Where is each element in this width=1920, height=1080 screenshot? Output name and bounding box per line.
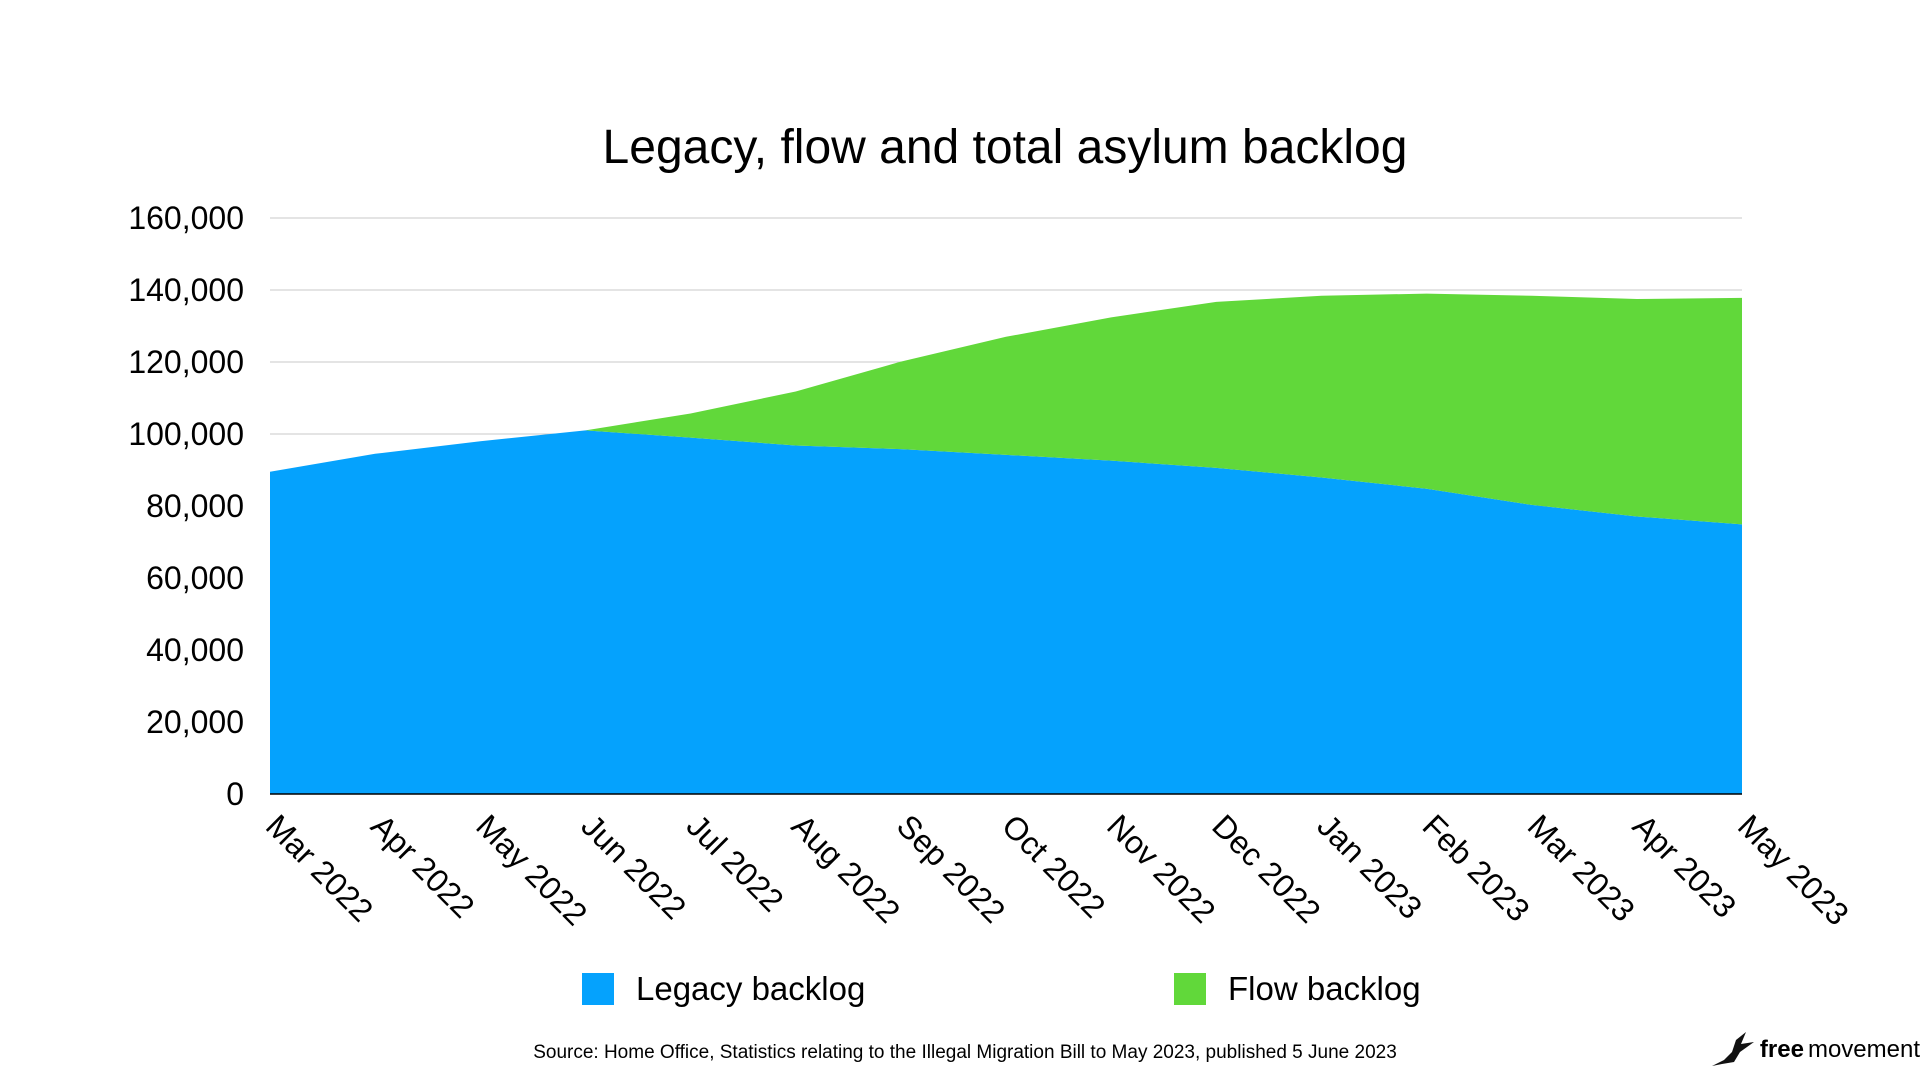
legend-label-legacy: Legacy backlog — [636, 970, 866, 1007]
brand-free: free — [1759, 1036, 1804, 1063]
legacy-backlog-area — [270, 430, 1742, 794]
legend-swatch-legacy — [582, 973, 614, 1005]
x-tick-label: Feb 2023 — [1416, 807, 1537, 928]
y-tick-label: 140,000 — [128, 272, 244, 308]
y-tick-label: 60,000 — [146, 560, 244, 596]
x-tick-label: Oct 2022 — [995, 807, 1112, 924]
y-tick-label: 0 — [226, 776, 244, 812]
x-tick-label: Dec 2022 — [1205, 807, 1327, 929]
legend-item-flow: Flow backlog — [1174, 970, 1421, 1008]
x-tick-label: Mar 2022 — [259, 807, 380, 928]
x-tick-label: Jul 2022 — [680, 807, 791, 918]
x-tick-label: May 2022 — [469, 807, 594, 932]
y-tick-label: 160,000 — [128, 200, 244, 236]
x-tick-label: Aug 2022 — [785, 807, 907, 929]
brand-logo: free movement — [1710, 1030, 1920, 1070]
x-tick-label: May 2023 — [1731, 807, 1856, 932]
x-tick-label: Sep 2022 — [890, 807, 1012, 929]
x-tick-label: Apr 2022 — [364, 807, 481, 924]
flow-backlog-area — [270, 293, 1742, 525]
y-tick-label: 40,000 — [146, 632, 244, 668]
x-tick-label: Nov 2022 — [1100, 807, 1222, 929]
y-tick-label: 100,000 — [128, 416, 244, 452]
x-tick-label: Jan 2023 — [1310, 807, 1429, 926]
x-tick-label: Apr 2023 — [1626, 807, 1743, 924]
areas — [270, 293, 1742, 794]
source-note: Source: Home Office, Statistics relating… — [533, 1042, 1397, 1063]
legend-swatch-flow — [1174, 973, 1206, 1005]
bird-icon — [1711, 1032, 1754, 1066]
legend-label-flow: Flow backlog — [1228, 970, 1421, 1007]
x-tick-label: Mar 2023 — [1521, 807, 1642, 928]
brand-movement: movement — [1807, 1036, 1920, 1063]
y-tick-label: 20,000 — [146, 704, 244, 740]
y-tick-labels: 0 20,000 40,000 60,000 80,000 100,000 120,000 1… — [128, 200, 244, 812]
y-tick-label: 120,000 — [128, 344, 244, 380]
legend-item-legacy: Legacy backlog — [582, 970, 865, 1008]
chart-title: Legacy, flow and total asylum backlog — [602, 121, 1408, 174]
y-tick-label: 80,000 — [146, 488, 244, 524]
